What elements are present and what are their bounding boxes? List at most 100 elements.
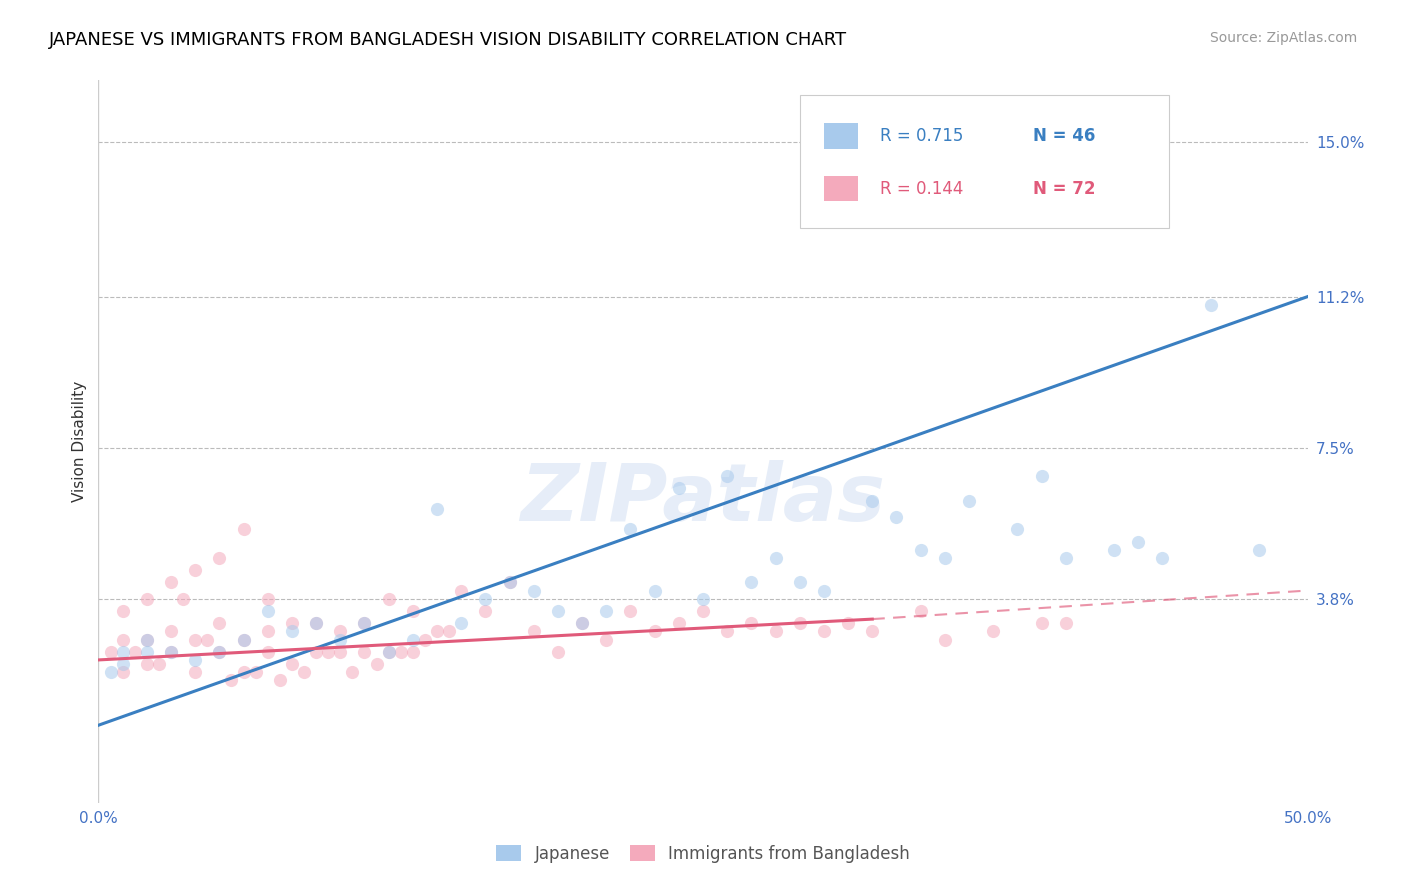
Point: [910, 604, 932, 618]
Point: [402, 604, 425, 618]
Point: [184, 632, 207, 647]
Point: [269, 673, 291, 688]
Point: [1031, 616, 1053, 631]
Point: [389, 645, 412, 659]
Point: [160, 624, 183, 639]
Point: [160, 575, 183, 590]
Point: [184, 653, 207, 667]
Point: [450, 583, 472, 598]
Text: Source: ZipAtlas.com: Source: ZipAtlas.com: [1209, 31, 1357, 45]
Point: [765, 624, 787, 639]
Point: [523, 624, 546, 639]
Point: [329, 624, 352, 639]
Point: [292, 665, 315, 680]
Point: [184, 665, 207, 680]
Point: [813, 583, 835, 598]
Point: [100, 665, 122, 680]
Point: [426, 502, 449, 516]
Point: [124, 645, 146, 659]
Point: [595, 604, 617, 618]
Point: [208, 645, 231, 659]
Point: [221, 673, 243, 688]
Point: [474, 591, 496, 606]
Point: [100, 645, 122, 659]
Point: [740, 575, 762, 590]
Point: [135, 591, 157, 606]
Point: [910, 542, 932, 557]
Point: [256, 604, 278, 618]
Point: [692, 591, 714, 606]
Point: [644, 583, 666, 598]
Point: [789, 575, 811, 590]
Point: [111, 645, 134, 659]
Point: [232, 522, 254, 536]
Point: [1031, 469, 1053, 483]
Point: [195, 632, 218, 647]
Point: [305, 616, 328, 631]
Point: [232, 665, 254, 680]
Point: [232, 632, 254, 647]
Point: [366, 657, 388, 671]
Point: [789, 616, 811, 631]
Bar: [824, 123, 858, 149]
Point: [256, 624, 278, 639]
Point: [1054, 550, 1077, 565]
Point: [934, 550, 956, 565]
Point: [740, 616, 762, 631]
Point: [450, 616, 472, 631]
Point: [111, 604, 134, 618]
Point: [135, 657, 157, 671]
Point: [498, 575, 520, 590]
Point: [353, 616, 375, 631]
Point: [716, 469, 738, 483]
Point: [208, 645, 231, 659]
Point: [353, 645, 375, 659]
Point: [281, 616, 304, 631]
Legend: Japanese, Immigrants from Bangladesh: Japanese, Immigrants from Bangladesh: [496, 845, 910, 863]
Point: [316, 645, 339, 659]
Point: [1152, 550, 1174, 565]
Text: N = 46: N = 46: [1033, 127, 1095, 145]
Point: [172, 591, 194, 606]
Point: [305, 645, 328, 659]
Point: [160, 645, 183, 659]
Point: [329, 632, 352, 647]
Point: [208, 550, 231, 565]
Point: [619, 522, 641, 536]
Point: [595, 632, 617, 647]
Point: [184, 563, 207, 577]
Point: [437, 624, 460, 639]
Point: [934, 632, 956, 647]
Point: [329, 645, 352, 659]
Y-axis label: Vision Disability: Vision Disability: [72, 381, 87, 502]
Point: [668, 482, 690, 496]
Point: [571, 616, 593, 631]
Text: R = 0.144: R = 0.144: [880, 179, 963, 198]
Point: [886, 510, 908, 524]
Point: [342, 665, 364, 680]
Point: [523, 583, 546, 598]
Point: [135, 632, 157, 647]
Point: [860, 624, 883, 639]
Point: [1007, 522, 1029, 536]
Point: [413, 632, 436, 647]
Point: [353, 616, 375, 631]
Point: [1102, 542, 1125, 557]
Point: [256, 591, 278, 606]
Point: [1054, 616, 1077, 631]
Point: [668, 616, 690, 631]
Point: [619, 604, 641, 618]
Point: [837, 616, 859, 631]
Point: [957, 493, 980, 508]
Point: [245, 665, 267, 680]
Point: [1128, 534, 1150, 549]
Point: [547, 604, 569, 618]
Text: ZIPatlas: ZIPatlas: [520, 460, 886, 539]
Point: [692, 604, 714, 618]
Point: [281, 624, 304, 639]
Point: [1249, 542, 1271, 557]
Point: [256, 645, 278, 659]
Point: [765, 550, 787, 565]
Point: [377, 645, 399, 659]
FancyBboxPatch shape: [800, 95, 1168, 228]
